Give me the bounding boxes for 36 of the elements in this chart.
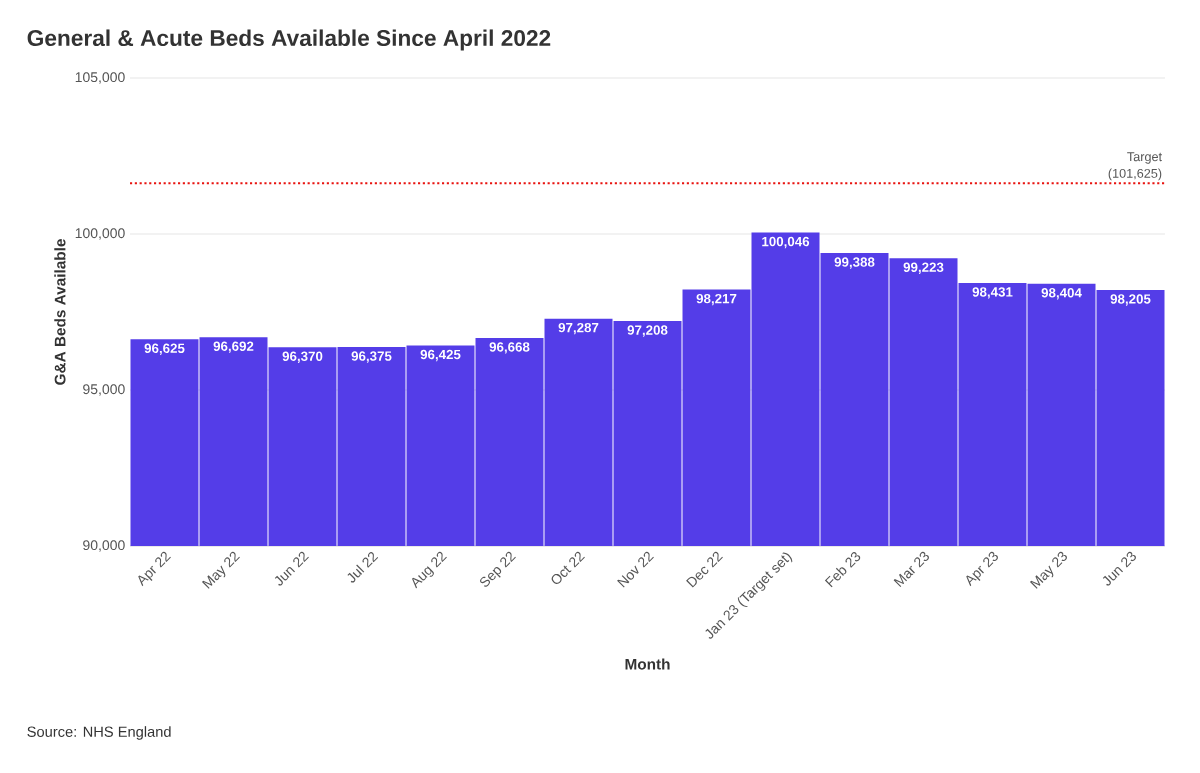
data-label: 96,425 <box>420 349 461 362</box>
y-axis-title: G&A Beds Available <box>54 239 66 385</box>
y-tick-label: 95,000 <box>83 384 125 396</box>
data-label: 98,431 <box>972 287 1013 299</box>
x-tick-label: Sep 22 <box>480 551 516 587</box>
data-label: 98,217 <box>696 293 737 306</box>
data-label: 97,287 <box>558 322 599 335</box>
data-label: 98,205 <box>1110 294 1151 306</box>
x-tick-label: Oct 22 <box>551 551 585 584</box>
chart-title: General & Acute Beds Available Since April 2022 <box>27 29 551 51</box>
data-label: 96,375 <box>351 351 392 363</box>
x-tick-label: Jul 22 <box>347 552 379 583</box>
y-tick-label: 105,000 <box>75 72 125 84</box>
y-tick-label: 100,000 <box>75 228 125 240</box>
x-tick-label: Apr 23 <box>966 551 998 587</box>
ref-line-label: Target (101,625) <box>1108 152 1162 181</box>
x-tick-label: Apr 22 <box>138 551 171 587</box>
data-label: 99,388 <box>834 257 875 269</box>
data-label: 97,208 <box>627 325 668 337</box>
x-axis-title: Month <box>625 658 670 670</box>
data-label: 96,370 <box>282 351 323 363</box>
source-note: Source: NHS England <box>27 726 171 740</box>
x-tick-label: Mar 23 <box>893 551 929 588</box>
x-tick-label: Aug 22 <box>412 551 447 589</box>
data-label: 96,692 <box>213 341 254 353</box>
data-label: 98,404 <box>1041 288 1082 300</box>
data-label: 99,223 <box>903 262 944 274</box>
data-label: 96,625 <box>144 343 185 355</box>
data-label: 96,668 <box>489 342 530 354</box>
x-tick-label: Dec 22 <box>686 551 723 588</box>
data-label: 100,046 <box>762 236 810 249</box>
y-tick-label: 90,000 <box>83 540 125 552</box>
x-tick-label: Jun 23 <box>1102 551 1136 586</box>
x-tick-label: Feb 23 <box>824 552 861 588</box>
x-tick-label: Jun 22 <box>274 551 309 586</box>
x-tick-label: Nov 22 <box>617 551 654 588</box>
